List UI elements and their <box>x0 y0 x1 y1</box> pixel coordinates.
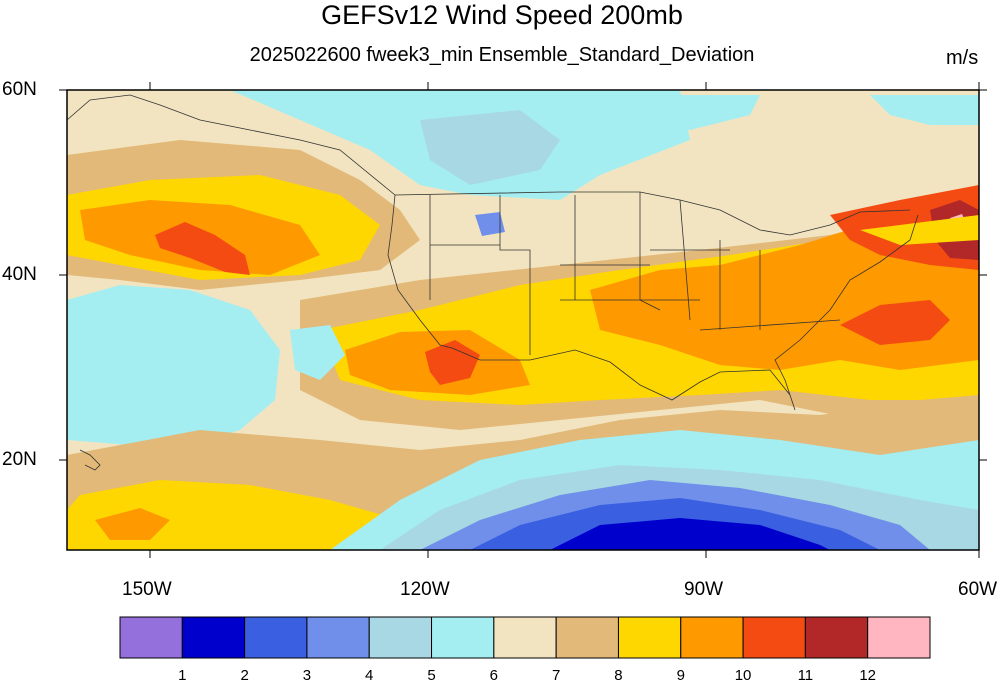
lat-label-20n: 20N <box>2 449 37 470</box>
lon-label-60w: 60W <box>958 579 998 600</box>
colorbar-box <box>368 616 433 659</box>
colorbar-box <box>742 616 806 659</box>
colorbar-box <box>867 616 931 659</box>
field-south-dark-blue <box>550 518 830 550</box>
colorbar-label: 6 <box>489 667 499 684</box>
colorbar-box <box>493 616 557 659</box>
colorbar <box>119 616 931 659</box>
field-north-blue <box>420 110 560 185</box>
colorbar-box <box>306 616 370 659</box>
colorbar-box <box>244 616 308 659</box>
lon-label-150w: 150W <box>122 579 172 600</box>
field-south-orange <box>95 508 170 540</box>
colorbar-box <box>119 616 183 659</box>
field-southwest-red <box>425 340 480 385</box>
field-southeast-yellow <box>860 215 979 245</box>
colorbar-box <box>431 616 495 659</box>
tick-marks <box>59 82 987 558</box>
colorbar-label: 1 <box>178 667 187 684</box>
lon-label-120w: 120W <box>400 579 450 600</box>
lat-label-40n: 40N <box>2 264 37 285</box>
colorbar-box <box>804 616 869 659</box>
field-north-core <box>475 212 505 236</box>
lat-label-60n: 60N <box>2 79 37 100</box>
colorbar-box <box>555 616 619 659</box>
colorbar-box <box>617 616 682 659</box>
field-atlantic-red-2 <box>840 300 950 345</box>
field-pacific-cyan-2 <box>290 325 345 380</box>
plot-frame <box>66 89 980 551</box>
colorbar-label: 12 <box>859 667 877 684</box>
colorbar-label: 8 <box>614 667 623 684</box>
units-label: m/s <box>946 47 979 69</box>
colorbar-box <box>181 616 246 659</box>
colorbar-box <box>680 616 744 659</box>
map-title: GEFSv12 Wind Speed 200mb <box>321 0 683 30</box>
field-pacific-cyan <box>67 285 280 445</box>
colorbar-label: 7 <box>551 667 561 684</box>
colorbar-label: 10 <box>734 667 752 684</box>
field-north-cyan-2 <box>560 95 760 130</box>
boundaries <box>67 94 919 471</box>
colorbar-label: 3 <box>302 667 312 684</box>
colorbar-label: 4 <box>365 667 374 684</box>
colorbar-label: 11 <box>797 667 814 684</box>
lon-label-90w: 90W <box>684 579 724 600</box>
field-northeast-cyan <box>870 95 979 125</box>
colorbar-label: 5 <box>427 667 436 684</box>
field-pacific-red <box>155 222 250 275</box>
map-subtitle: 2025022600 fweek3_min Ensemble_Standard_… <box>249 44 755 66</box>
colorbar-label: 9 <box>676 667 685 684</box>
colorbar-label: 2 <box>240 667 249 684</box>
